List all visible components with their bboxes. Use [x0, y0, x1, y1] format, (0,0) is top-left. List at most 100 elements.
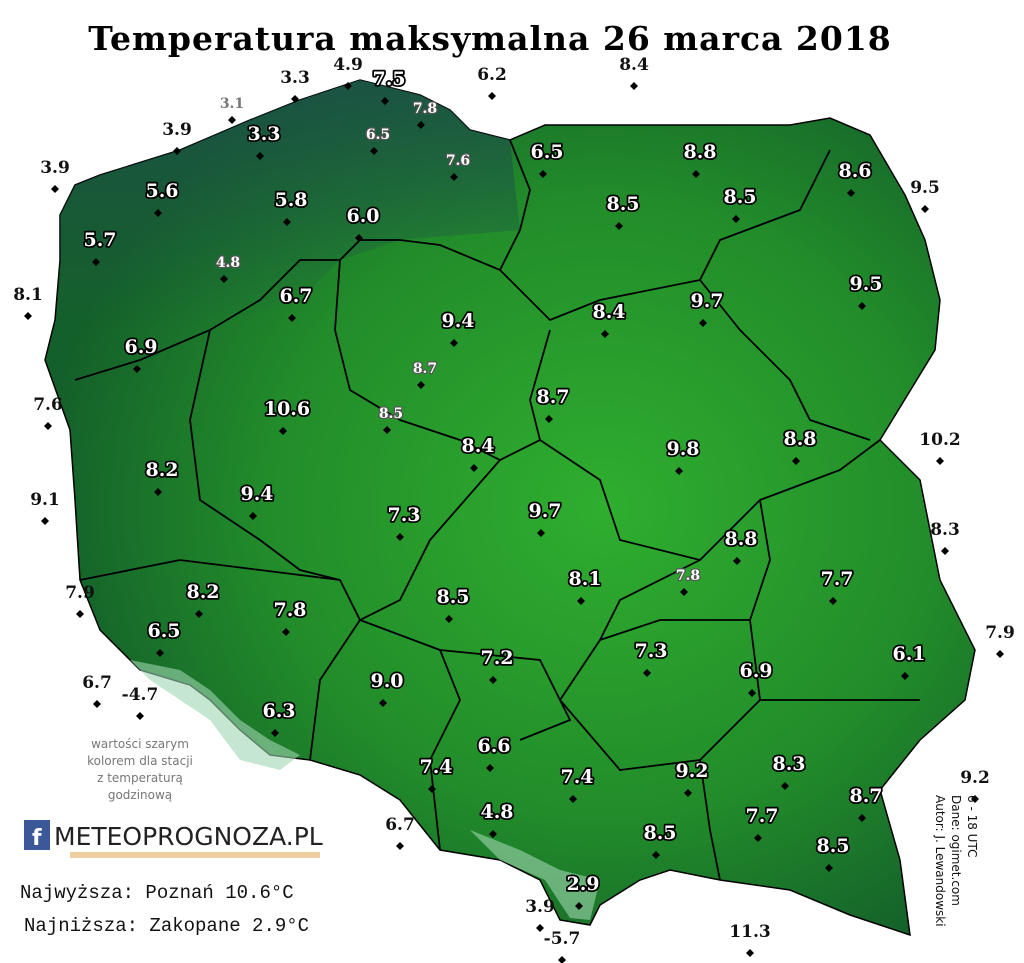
- station-marker: [996, 650, 1004, 658]
- station-marker: [428, 785, 436, 793]
- station-marker: [283, 218, 291, 226]
- station-marker: [699, 319, 707, 327]
- station-value: 7.6: [33, 395, 63, 415]
- station-value: 6.9: [739, 660, 772, 682]
- station-value: 6.7: [385, 815, 415, 835]
- station-value: 8.5: [816, 835, 849, 857]
- station-marker: [575, 902, 583, 910]
- station-value: 6.6: [477, 735, 510, 757]
- station-marker: [847, 189, 855, 197]
- station-value: -4.7: [122, 685, 159, 705]
- station-value: 8.7: [536, 386, 569, 408]
- station-marker: [936, 457, 944, 465]
- station-marker: [577, 597, 585, 605]
- station-value: 8.3: [930, 520, 960, 540]
- station-marker: [154, 209, 162, 217]
- station-marker: [675, 467, 683, 475]
- station-value: 6.9: [124, 336, 157, 358]
- station-value: 7.2: [480, 647, 513, 669]
- station-marker: [156, 649, 164, 657]
- station-value: 4.8: [480, 801, 513, 823]
- station-value: 8.4: [461, 435, 494, 457]
- station-marker: [220, 275, 228, 283]
- station-marker: [684, 789, 692, 797]
- station-marker: [486, 764, 494, 772]
- station-value: 9.7: [690, 290, 723, 312]
- station-marker: [271, 729, 279, 737]
- station-value: 9.7: [528, 500, 561, 522]
- station-marker: [601, 330, 609, 338]
- station-value: 6.5: [147, 620, 180, 642]
- station-value: 7.4: [560, 766, 593, 788]
- coastal-area: [55, 80, 520, 330]
- facebook-letter: f: [32, 826, 42, 851]
- station-value: 9.2: [675, 760, 708, 782]
- station-marker: [792, 457, 800, 465]
- station-value: 7.4: [419, 756, 452, 778]
- station-marker: [154, 488, 162, 496]
- station-value: 7.7: [745, 805, 778, 827]
- station-value: 3.9: [40, 158, 70, 178]
- station-marker: [282, 628, 290, 636]
- logo: f METEOPROGNOZA.PL: [24, 820, 323, 858]
- station-value: 2.9: [566, 873, 599, 895]
- station-marker: [450, 173, 458, 181]
- station-marker: [539, 170, 547, 178]
- station-marker: [279, 427, 287, 435]
- station-value: 7.9: [985, 623, 1015, 643]
- station-marker: [355, 234, 363, 242]
- station-marker: [92, 258, 100, 266]
- station-value: 7.5: [372, 68, 405, 90]
- station-marker: [44, 422, 52, 430]
- station-value: 9.2: [960, 768, 990, 788]
- note-line: godzinową: [108, 788, 172, 802]
- station-value: 8.8: [783, 428, 816, 450]
- station-marker: [748, 689, 756, 697]
- station-marker: [921, 205, 929, 213]
- station-marker: [754, 834, 762, 842]
- station-value: 6.7: [279, 285, 312, 307]
- credit: 6 - 18 UTC: [965, 795, 979, 857]
- station-marker: [136, 712, 144, 720]
- station-value: 7.8: [676, 568, 700, 584]
- station-value: 5.8: [274, 189, 307, 211]
- station-value: 9.1: [30, 490, 60, 510]
- station-marker: [569, 795, 577, 803]
- station-marker: [417, 121, 425, 129]
- station-value: 3.9: [162, 120, 192, 140]
- station-value: 10.2: [919, 430, 960, 450]
- station-marker: [829, 597, 837, 605]
- station-marker: [288, 314, 296, 322]
- station-value: 6.2: [477, 65, 507, 85]
- station-value: 3.1: [220, 96, 244, 112]
- station-marker: [195, 610, 203, 618]
- note-line: z temperaturą: [97, 771, 183, 785]
- record: Najniższa: Zakopane 2.9°C: [24, 915, 309, 937]
- station-marker: [41, 517, 49, 525]
- station-marker: [93, 700, 101, 708]
- station-marker: [643, 669, 651, 677]
- station-value: 8.1: [13, 285, 43, 305]
- station-marker: [396, 533, 404, 541]
- station-marker: [24, 312, 32, 320]
- station-value: 10.6: [264, 398, 310, 420]
- station-value: 11.3: [729, 922, 770, 942]
- station-marker: [615, 222, 623, 230]
- station-value: 8.7: [413, 361, 437, 377]
- station-marker: [370, 147, 378, 155]
- station-value: 9.8: [666, 438, 699, 460]
- station-marker: [51, 185, 59, 193]
- logo-stripe: [70, 852, 320, 858]
- station-marker: [733, 557, 741, 565]
- station-marker: [256, 152, 264, 160]
- station-value: -5.7: [544, 929, 581, 949]
- station-value: 3.3: [247, 123, 280, 145]
- station-marker: [396, 842, 404, 850]
- station-marker: [379, 699, 387, 707]
- credit: Dane: ogimet.com: [949, 795, 963, 906]
- station-value: 9.4: [441, 310, 474, 332]
- station-marker: [291, 95, 299, 103]
- station-marker: [692, 170, 700, 178]
- station-value: 6.5: [366, 127, 390, 143]
